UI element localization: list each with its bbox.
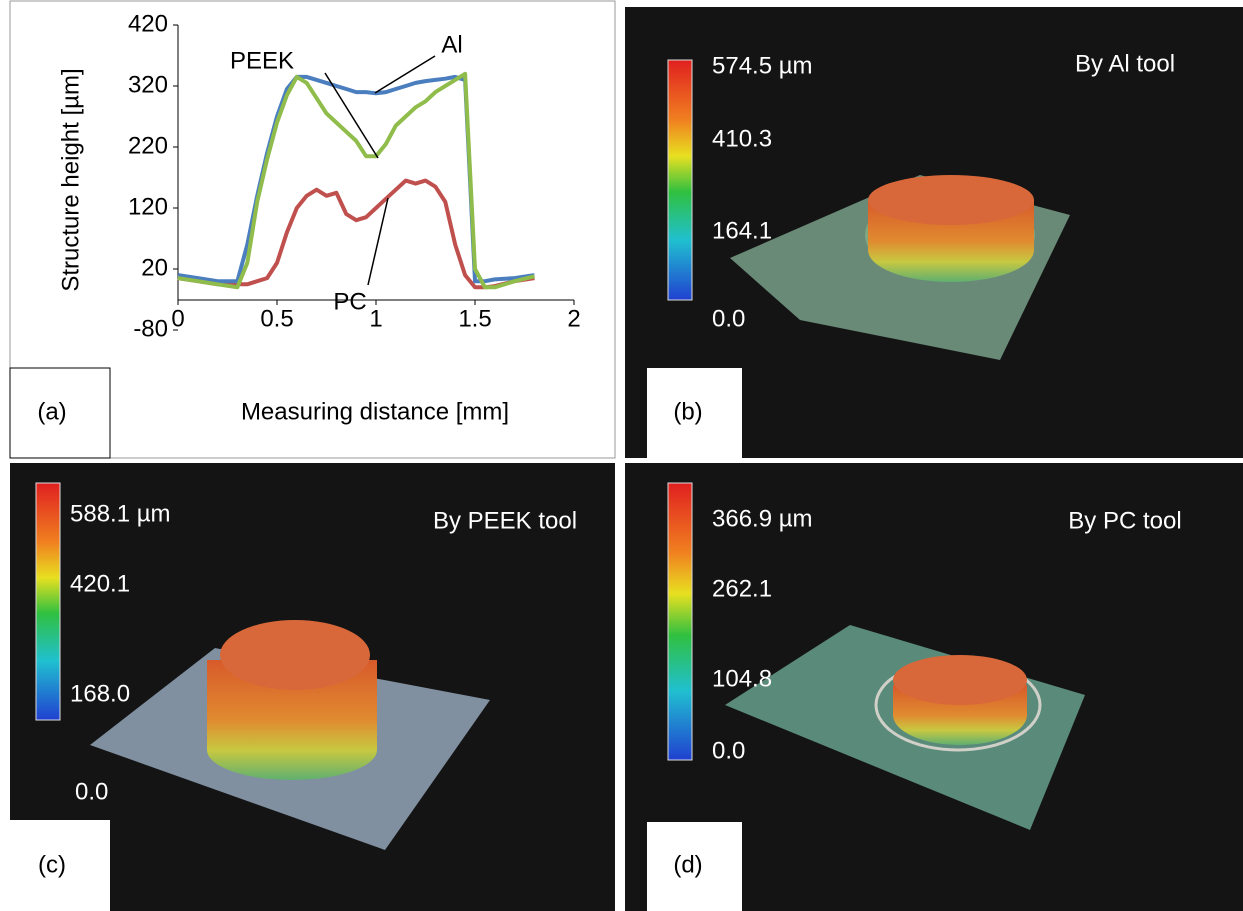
color-bar	[35, 482, 61, 721]
panel-label-box	[9, 367, 111, 459]
line-chart: -80 20 120 220 320 420 0 0.5 1 1.5 2	[128, 10, 581, 342]
x-tick-label: 1	[369, 305, 382, 332]
y-tick-label: 320	[128, 71, 168, 98]
scale-label: 420.1	[70, 570, 130, 597]
panel-label-box	[10, 820, 110, 911]
series-line	[177, 178, 535, 290]
scale-label: 168.0	[70, 680, 130, 707]
scale-label: 574.5 µm	[712, 52, 813, 79]
x-tick-label: 0	[171, 305, 184, 332]
scale-label: 410.3	[712, 125, 772, 152]
annotation: Al	[441, 31, 462, 58]
panel-label-box	[647, 822, 742, 911]
y-tick-label: -80	[133, 315, 168, 342]
annotation: PEEK	[230, 47, 294, 74]
panel-label: (c)	[38, 851, 66, 878]
leader-line	[367, 197, 389, 286]
scale-label: 164.1	[712, 217, 772, 244]
scale-label: 104.8	[712, 665, 772, 692]
leader-line	[374, 55, 436, 94]
scale-label: 262.1	[712, 575, 772, 602]
x-axis-label: Measuring distance [mm]	[241, 398, 509, 425]
y-tick-label: 420	[128, 10, 168, 37]
x-tick-label: 0.5	[260, 305, 293, 332]
panel-label-box	[647, 368, 742, 458]
structure	[868, 175, 1034, 225]
scale-label: 0.0	[712, 305, 745, 332]
panel-label: (d)	[673, 851, 702, 878]
scale-label: 0.0	[75, 778, 108, 805]
structure	[207, 660, 377, 780]
series-line	[177, 71, 535, 290]
scale-label: 0.0	[712, 737, 745, 764]
x-tick-label: 1.5	[458, 305, 491, 332]
y-tick-label: 220	[128, 132, 168, 159]
panel-title: By Al tool	[1075, 50, 1175, 77]
color-bar	[667, 59, 693, 301]
panel-title: By PEEK tool	[433, 507, 577, 534]
x-tick-label: 2	[567, 305, 580, 332]
structure	[220, 620, 370, 690]
scale-label: 366.9 µm	[712, 505, 813, 532]
scale-label: 588.1 µm	[70, 500, 171, 527]
annotation: PC	[333, 288, 366, 315]
panel-title: By PC tool	[1068, 507, 1181, 534]
panel-label: (a)	[37, 398, 66, 425]
y-axis-label: Structure height [µm]	[57, 68, 84, 291]
y-tick-label: 120	[128, 193, 168, 220]
color-bar	[667, 482, 693, 761]
panel-label: (b)	[673, 398, 702, 425]
structure	[893, 655, 1027, 705]
leader-line	[324, 72, 379, 159]
y-tick-label: 20	[141, 254, 168, 281]
